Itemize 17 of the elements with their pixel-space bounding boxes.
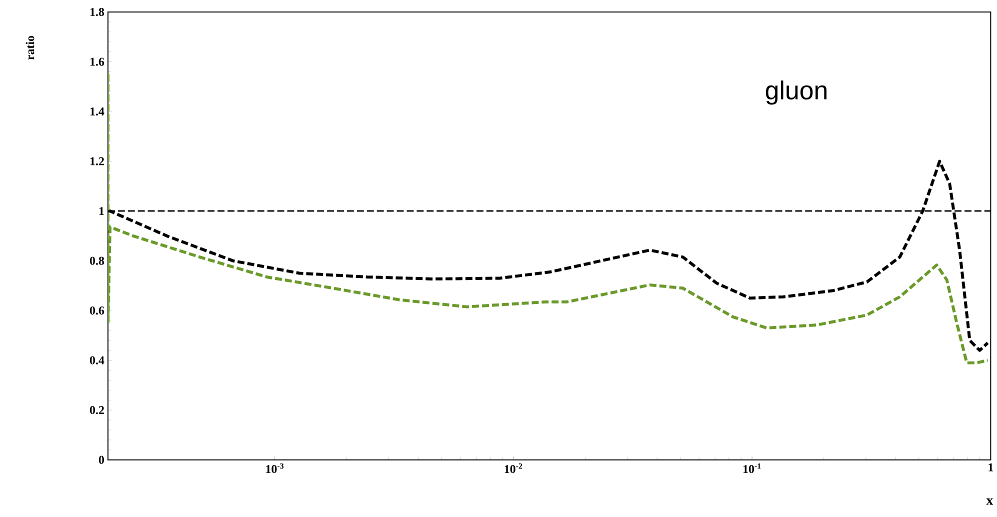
y-tick-label: 1.6 bbox=[90, 58, 104, 66]
y-tick-label: 0 bbox=[98, 456, 104, 464]
x-tick-label: 1 bbox=[988, 463, 994, 472]
y-tick-label: 0.2 bbox=[90, 406, 104, 414]
y-tick-label: 0.4 bbox=[90, 356, 104, 364]
x-tick-label: 10$^{-2}$ bbox=[504, 463, 522, 474]
y-tick-label: 1.8 bbox=[90, 8, 104, 16]
annotation: gluon bbox=[766, 80, 826, 105]
y-axis-title: ratio bbox=[26, 36, 34, 60]
x-axis-title: x bbox=[986, 498, 994, 505]
y-tick-label: 0.6 bbox=[90, 306, 104, 315]
x-tick-label: 10$^{-1}$ bbox=[743, 463, 761, 474]
y-tick-label: 0.8 bbox=[90, 256, 104, 265]
y-tick-label: 1.2 bbox=[90, 157, 104, 166]
y-tick-label: 1 bbox=[99, 207, 104, 216]
x-tick-label: 10$^{-3}$ bbox=[266, 463, 284, 474]
y-tick-label: 1.4 bbox=[90, 108, 104, 116]
